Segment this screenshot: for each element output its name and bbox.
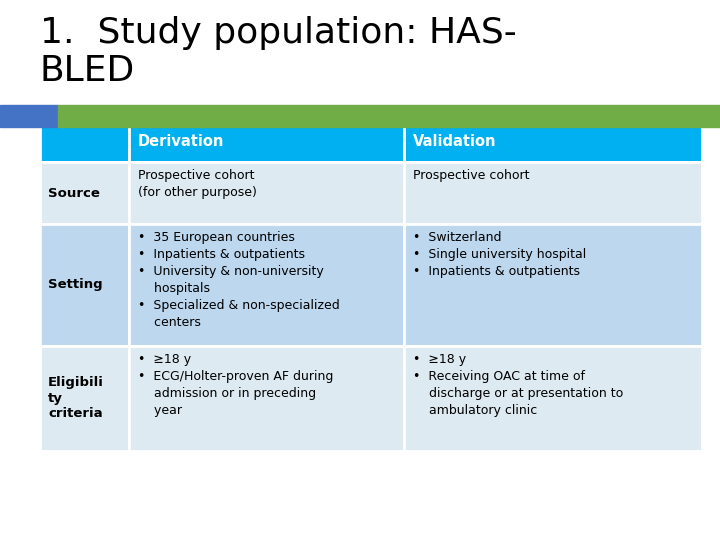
Bar <box>40 162 129 224</box>
Text: •  ≥18 y
•  Receiving OAC at time of
    discharge or at presentation to
    amb: • ≥18 y • Receiving OAC at time of disch… <box>413 353 623 417</box>
Bar <box>129 346 404 451</box>
Text: 1.  Study population: HAS-
BLED: 1. Study population: HAS- BLED <box>40 16 516 88</box>
Bar <box>40 224 129 346</box>
Text: Derivation: Derivation <box>138 134 224 149</box>
Text: Setting: Setting <box>48 278 103 292</box>
Text: Prospective cohort: Prospective cohort <box>413 169 529 182</box>
Text: •  ≥18 y
•  ECG/Holter-proven AF during
    admission or in preceding
    year: • ≥18 y • ECG/Holter-proven AF during ad… <box>138 353 333 417</box>
Bar <box>129 224 404 346</box>
Text: •  Switzerland
•  Single university hospital
•  Inpatients & outpatients: • Switzerland • Single university hospit… <box>413 231 586 278</box>
Text: Eligibili
ty
criteria: Eligibili ty criteria <box>48 376 104 420</box>
Bar <box>58 105 720 127</box>
Bar <box>404 346 702 451</box>
Text: Prospective cohort
(for other purpose): Prospective cohort (for other purpose) <box>138 169 256 199</box>
Bar <box>0 105 58 127</box>
Bar <box>129 122 404 162</box>
Text: Validation: Validation <box>413 134 496 149</box>
Text: •  35 European countries
•  Inpatients & outpatients
•  University & non-univers: • 35 European countries • Inpatients & o… <box>138 231 339 329</box>
Bar <box>40 122 129 162</box>
Bar <box>129 162 404 224</box>
Bar <box>40 346 129 451</box>
Text: Source: Source <box>48 186 100 200</box>
Bar <box>404 122 702 162</box>
Bar <box>404 162 702 224</box>
Bar <box>404 224 702 346</box>
